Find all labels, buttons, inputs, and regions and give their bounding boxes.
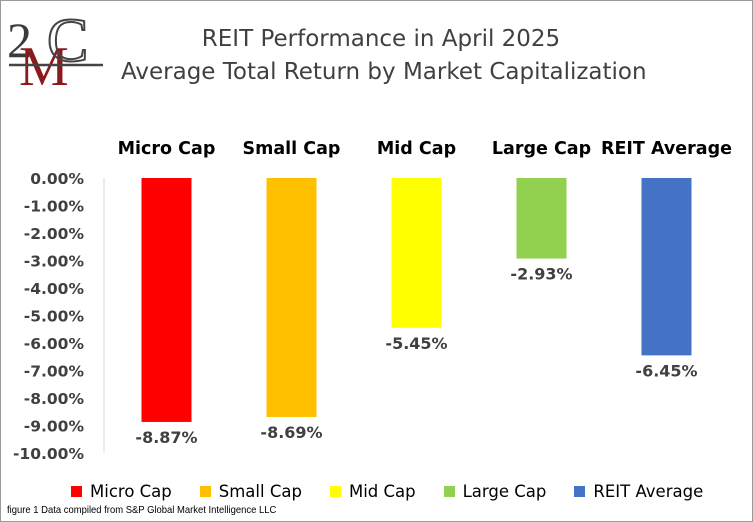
bar <box>391 178 442 328</box>
legend-item: Large Cap <box>443 481 547 501</box>
y-tick-label: -8.00% <box>24 390 85 408</box>
legend-item: REIT Average <box>574 482 703 501</box>
legend-swatch <box>71 485 82 497</box>
category-label: Mid Cap <box>377 139 456 159</box>
legend-swatch <box>329 485 341 497</box>
legend-label: Small Cap <box>218 481 302 501</box>
logo: 2 M C <box>7 6 103 87</box>
legend-swatch <box>574 485 586 497</box>
y-tick-label: -2.00% <box>24 225 85 243</box>
logo-digit: 2 <box>7 12 32 68</box>
legend-label: Mid Cap <box>348 481 416 501</box>
value-label: -5.45% <box>385 334 447 353</box>
category-labels: Micro Cap Small Cap Mid Cap Large Cap REIT A… <box>118 139 732 159</box>
bar <box>266 178 317 417</box>
category-label: Micro Cap <box>118 139 216 159</box>
legend: Micro Cap Small Cap Mid Cap Large Cap REIT A… <box>71 479 711 503</box>
legend-label: Micro Cap <box>90 481 172 501</box>
y-tick-label: -1.00% <box>24 198 85 216</box>
chart-title-block: REIT Performance in April 2025 Average T… <box>121 23 647 89</box>
bar <box>141 178 192 422</box>
y-tick-label: -3.00% <box>24 253 85 271</box>
y-tick-label: -4.00% <box>24 280 85 298</box>
legend-item: Mid Cap <box>329 481 416 501</box>
chart-subtitle: Average Total Return by Market Capitaliz… <box>121 59 647 85</box>
bar <box>516 178 567 259</box>
category-label: Small Cap <box>243 139 341 159</box>
value-label: -2.93% <box>510 265 572 284</box>
value-labels: -8.87% -8.69% -5.45% -2.93% -6.45% <box>135 265 697 447</box>
y-tick-label: -6.00% <box>24 335 85 353</box>
y-tick-label: -5.00% <box>24 308 85 326</box>
bar-chart: 0.00% -1.00% -2.00% -3.00% -4.00% -5.00% -6.00… <box>13 139 732 463</box>
category-label: REIT Average <box>601 139 732 159</box>
bars <box>141 178 692 422</box>
logo-letter-m: M <box>19 36 69 87</box>
legend-item: Small Cap <box>199 481 302 501</box>
value-label: -8.87% <box>135 428 197 447</box>
value-label: -6.45% <box>635 361 697 380</box>
footnote: figure 1 Data compiled from S&P Global M… <box>7 504 277 516</box>
legend-label: Large Cap <box>462 481 547 501</box>
value-label: -8.69% <box>260 423 322 442</box>
y-axis: 0.00% -1.00% -2.00% -3.00% -4.00% -5.00% -6.00… <box>13 170 105 463</box>
chart-title: REIT Performance in April 2025 <box>201 26 561 52</box>
legend-swatch <box>443 485 455 497</box>
y-tick-label: -10.00% <box>13 445 84 463</box>
legend-item: Micro Cap <box>71 482 172 501</box>
y-tick-label: -7.00% <box>24 363 85 381</box>
category-label: Large Cap <box>492 139 591 159</box>
legend-label: REIT Average <box>593 481 704 501</box>
bar <box>641 178 692 356</box>
legend-swatch <box>199 485 211 497</box>
y-tick-label: 0.00% <box>30 170 84 188</box>
y-tick-label: -9.00% <box>24 418 85 436</box>
